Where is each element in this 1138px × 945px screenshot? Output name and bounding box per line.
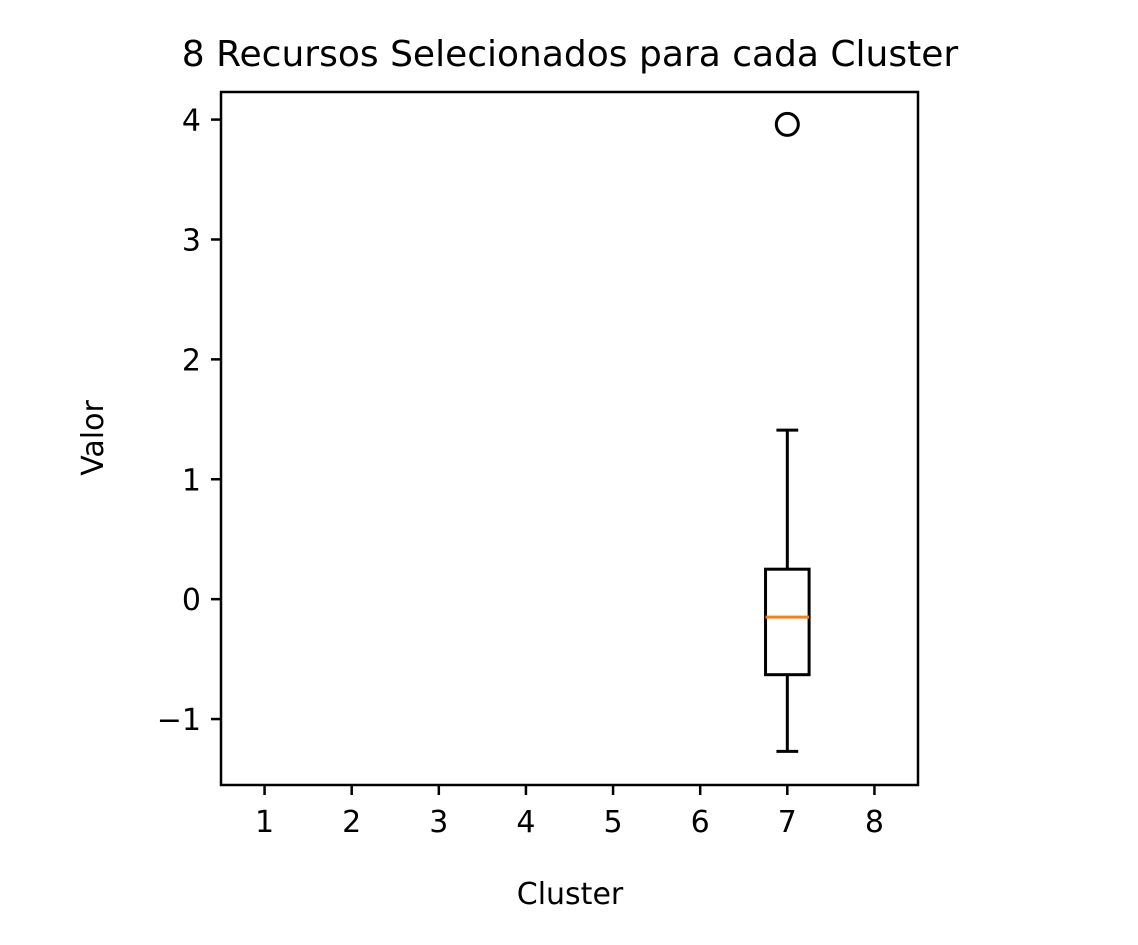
x-tick-label: 4	[516, 805, 535, 840]
y-tick-label: 1	[182, 463, 201, 498]
x-tick-label: 8	[865, 805, 884, 840]
y-axis: −1 0 1 2 3 4	[157, 104, 221, 738]
outlier-point	[774, 111, 800, 137]
box-iqr	[764, 567, 811, 677]
y-tick-label: 2	[182, 343, 201, 378]
x-tick-label: 7	[778, 805, 797, 840]
x-tick-label: 6	[691, 805, 710, 840]
x-tick-label: 2	[342, 805, 361, 840]
x-tick-label: 3	[429, 805, 448, 840]
plot-area	[764, 111, 811, 753]
y-tick-label: −1	[157, 703, 201, 738]
x-tick-label: 1	[255, 805, 274, 840]
y-tick-label: 0	[182, 583, 201, 618]
y-tick-label: 4	[182, 104, 201, 139]
plot-frame	[219, 90, 920, 787]
x-axis-label: Cluster	[517, 877, 624, 912]
chart-title: 8 Recursos Selecionados para cada Cluste…	[182, 34, 959, 75]
x-axis: 1 2 3 4 5 6 7 8	[255, 785, 884, 840]
y-axis-label: Valor	[76, 400, 111, 476]
y-tick-label: 3	[182, 223, 201, 258]
x-tick-label: 5	[604, 805, 623, 840]
